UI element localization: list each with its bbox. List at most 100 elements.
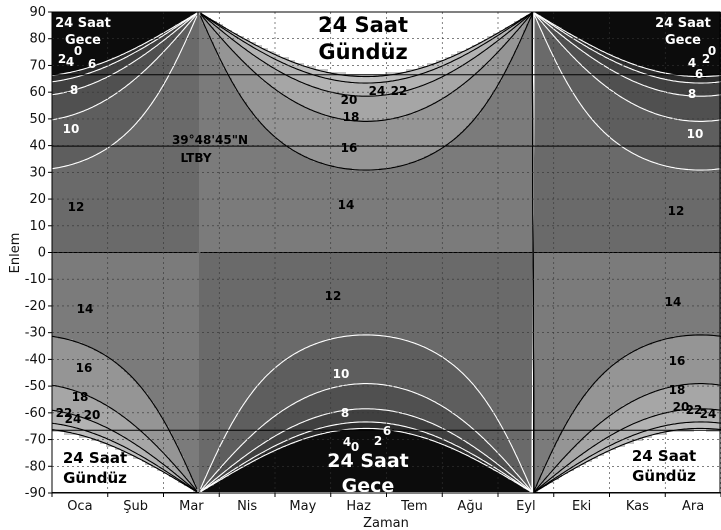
band-cell [64,333,67,336]
band-cell [76,240,79,243]
band-cell [109,279,112,282]
band-cell [52,285,55,288]
band-cell [115,87,118,90]
band-cell [133,375,136,378]
band-cell [61,354,64,357]
band-cell [118,336,121,339]
band-cell [100,216,103,219]
band-cell [115,45,118,48]
band-cell [109,324,112,327]
band-cell [124,213,127,216]
band-cell [109,228,112,231]
band-cell [85,354,88,357]
band-cell [67,138,70,141]
band-cell [70,138,73,141]
band-cell [118,201,121,204]
band-cell [61,342,64,345]
band-cell [100,171,103,174]
band-cell [136,207,139,210]
band-cell [130,471,133,474]
band-cell [103,207,106,210]
band-cell [91,357,94,360]
band-cell [130,177,133,180]
band-cell [70,285,73,288]
band-cell [130,171,133,174]
band-cell [58,159,61,162]
band-cell [97,243,100,246]
band-cell [127,288,130,291]
band-cell [64,438,67,441]
band-cell [124,186,127,189]
band-cell [94,90,97,93]
band-cell [76,291,79,294]
band-cell [106,489,109,492]
band-cell [97,276,100,279]
band-cell [133,39,136,42]
band-cell [94,132,97,135]
band-cell [112,273,115,276]
band-cell [76,318,79,321]
band-cell [64,390,67,393]
band-cell [121,174,124,177]
band-cell [70,105,73,108]
band-cell [121,198,124,201]
band-cell [121,441,124,444]
band-cell [64,489,67,492]
band-cell [130,99,133,102]
band-cell [58,207,61,210]
band-cell [103,45,106,48]
band-cell [109,384,112,387]
band-cell [130,474,133,477]
band-cell [109,153,112,156]
band-cell [70,333,73,336]
band-cell [103,195,106,198]
band-cell [139,312,142,315]
band-cell [52,183,55,186]
band-cell [103,267,106,270]
band-cell [109,297,112,300]
band-cell [139,249,142,252]
band-cell [97,318,100,321]
band-cell [118,390,121,393]
band-cell [67,297,70,300]
band-cell [106,264,109,267]
band-cell [70,147,73,150]
band-cell [100,273,103,276]
band-cell [82,219,85,222]
band-cell [118,291,121,294]
band-cell [76,249,79,252]
band-cell [109,396,112,399]
band-cell [130,306,133,309]
band-cell [109,294,112,297]
band-cell [79,246,82,249]
band-cell [79,183,82,186]
band-cell [82,105,85,108]
band-cell [94,114,97,117]
band-cell [52,162,55,165]
band-cell [94,126,97,129]
band-cell [124,45,127,48]
band-cell [115,237,118,240]
band-cell [76,63,79,66]
band-cell [121,390,124,393]
band-cell [58,66,61,69]
band-cell [115,423,118,426]
band-cell [55,96,58,99]
band-cell [67,141,70,144]
band-cell [76,153,79,156]
band-cell [58,375,61,378]
band-cell [124,165,127,168]
band-cell [139,159,142,162]
band-cell [91,75,94,78]
band-cell [118,111,121,114]
band-cell [109,441,112,444]
band-cell [64,48,67,51]
band-cell [127,483,130,486]
band-cell [109,246,112,249]
band-cell [118,240,121,243]
band-cell [115,333,118,336]
band-cell [61,258,64,261]
band-cell [124,90,127,93]
band-cell [91,222,94,225]
band-cell [103,312,106,315]
